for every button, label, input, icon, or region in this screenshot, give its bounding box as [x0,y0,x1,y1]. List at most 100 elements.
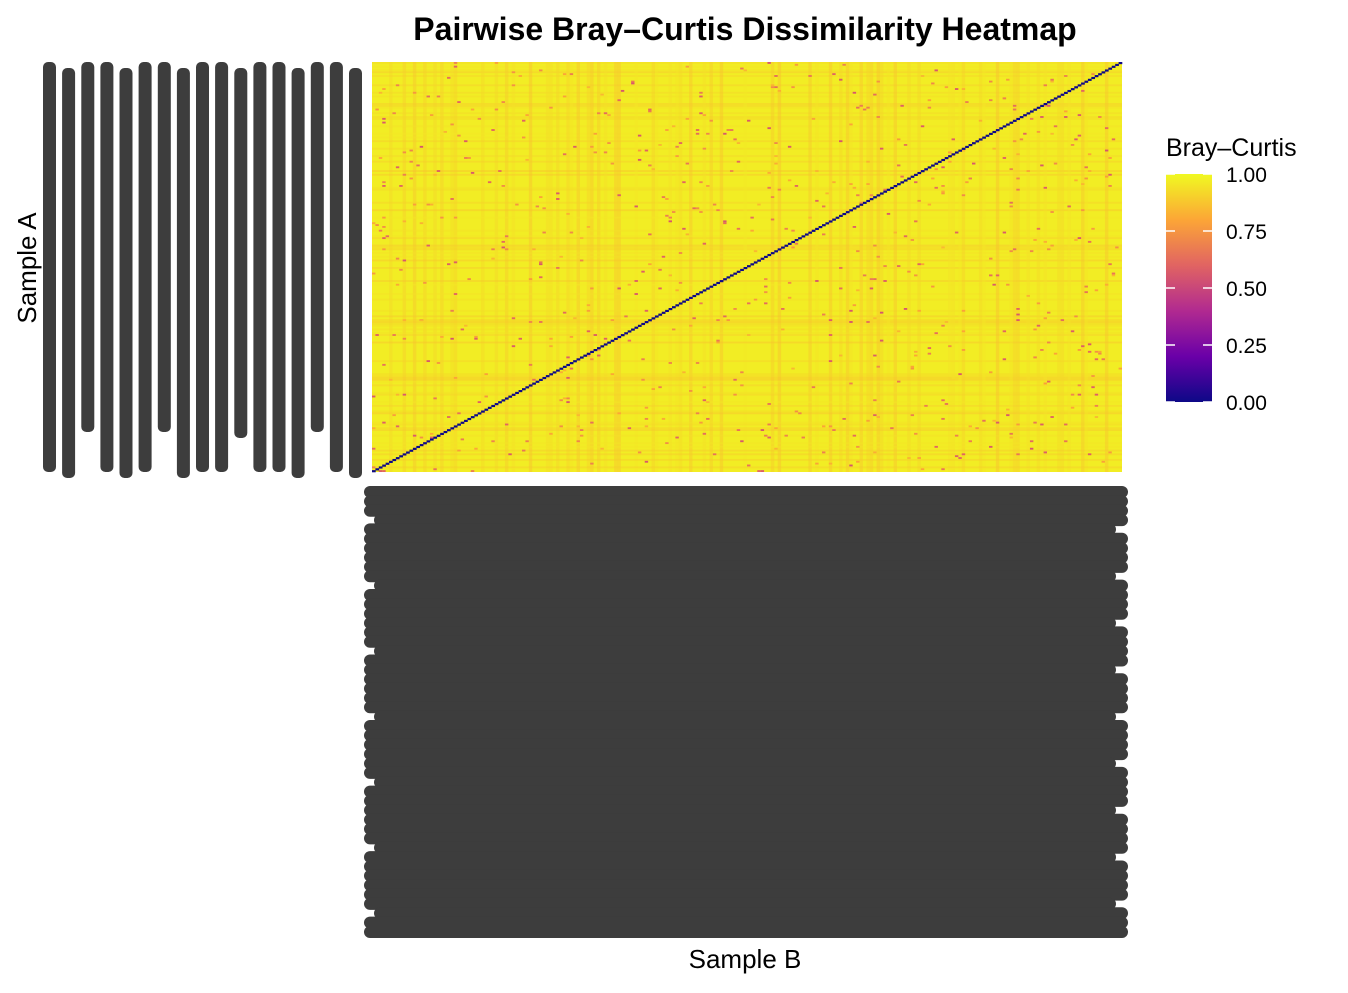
heatmap-cell [1064,440,1068,443]
heatmap-cell [491,257,495,260]
x-tick-label-row [364,486,1128,498]
heatmap-diagonal-cell [378,466,383,469]
heatmap-cell [453,376,458,379]
heatmap-cell [876,80,880,83]
heatmap-cell [1111,138,1116,141]
heatmap-column-band [1060,62,1065,472]
heatmap-row-band [372,360,1122,363]
heatmap-cell [1074,179,1078,182]
heatmap-diagonal-cell [556,369,560,372]
heatmap-cell [992,419,996,422]
heatmap-cell [559,425,563,428]
heatmap-cell [978,119,983,122]
x-tick-label-row [374,579,1128,592]
heatmap-cell [699,112,703,115]
heatmap-diagonal-cell [491,404,496,408]
heatmap-cell [556,267,560,269]
x-tick-label-row [364,692,1128,704]
heatmap-cell [477,117,482,120]
heatmap-cell [914,181,918,184]
heatmap-diagonal-cell [467,417,472,421]
heatmap-cell [457,134,461,137]
heatmap-cell [672,328,676,331]
heatmap-cell [447,76,451,79]
heatmap-cell [879,339,884,342]
heatmap-diagonal-cell [634,326,639,329]
heatmap-cell [1084,166,1088,169]
heatmap-diagonal-cell [597,347,601,350]
heatmap-cell [839,287,843,290]
heatmap-diagonal-cell [1012,119,1017,122]
heatmap-diagonal-cell [856,205,860,208]
heatmap-cell [1098,116,1102,118]
heatmap-cell [634,293,638,295]
heatmap-cell [873,399,877,402]
heatmap-column-band [907,62,911,472]
heatmap-cell [849,309,853,312]
heatmap-row-band [372,449,1122,452]
heatmap-cell [1077,349,1082,351]
heatmap-diagonal-cell [917,171,922,175]
heatmap-diagonal-cell [760,257,765,260]
heatmap-diagonal-cell [429,438,434,441]
heatmap-cell [920,468,925,471]
heatmap-cell [1016,313,1020,316]
heatmap-cell [617,412,621,415]
heatmap-cell [866,160,870,163]
x-axis-label: Sample B [689,944,802,974]
heatmap-cell [828,462,833,465]
heatmap-diagonal-cell [791,240,796,244]
heatmap-cell [733,308,737,310]
heatmap-row-band [372,244,1122,247]
heatmap-cell [941,399,945,402]
heatmap-cell [989,371,993,374]
heatmap-diagonal-cell [757,259,761,262]
heatmap-cell [590,358,594,361]
x-tick-label-row [374,514,1128,527]
heatmap-diagonal-cell [740,268,744,272]
heatmap-cell [644,425,649,428]
heatmap-row-band [372,237,1122,240]
heatmap-cell [566,376,570,379]
heatmap-column-band [433,62,437,472]
heatmap-cell [542,231,546,234]
heatmap-cell [1070,393,1075,396]
heatmap-column-band [978,62,983,472]
heatmap-diagonal-cell [886,188,891,191]
heatmap-cell [767,171,771,174]
heatmap-cell [787,296,792,299]
heatmap-cell [562,153,567,156]
y-tick-label-column [157,62,171,432]
heatmap-cell [372,395,376,398]
heatmap-cell [944,86,949,89]
heatmap-cell [852,304,857,307]
x-tick-label-row [364,570,1116,583]
heatmap-cell [852,226,857,228]
heatmap-diagonal-cell [934,162,939,165]
heatmap-cell [382,121,386,124]
heatmap-cell [382,185,386,187]
heatmap-column-band [893,62,897,472]
heatmap-cell [849,464,853,467]
heatmap-cell [1050,211,1054,213]
heatmap-cell [927,106,932,109]
heatmap-cell [784,434,788,437]
heatmap-cell [866,106,870,109]
heatmap-cell [849,321,853,323]
heatmap-column-band [450,62,454,472]
x-tick-label-row [364,860,1128,873]
heatmap-cell [917,263,921,266]
x-tick-label-row [364,823,1128,835]
heatmap-diagonal-cell [924,168,928,171]
heatmap-cell [791,367,795,370]
heatmap-diagonal-cell [804,233,809,236]
heatmap-cell [770,86,775,89]
heatmap-cell [528,321,533,323]
heatmap-cell [910,239,915,241]
heatmap-cell [644,309,649,312]
heatmap-diagonal-cell [402,453,407,456]
heatmap-cell [518,337,522,340]
heatmap-cell [1108,185,1112,187]
heatmap-diagonal-cell [992,130,997,134]
heatmap-column-band [709,62,713,472]
